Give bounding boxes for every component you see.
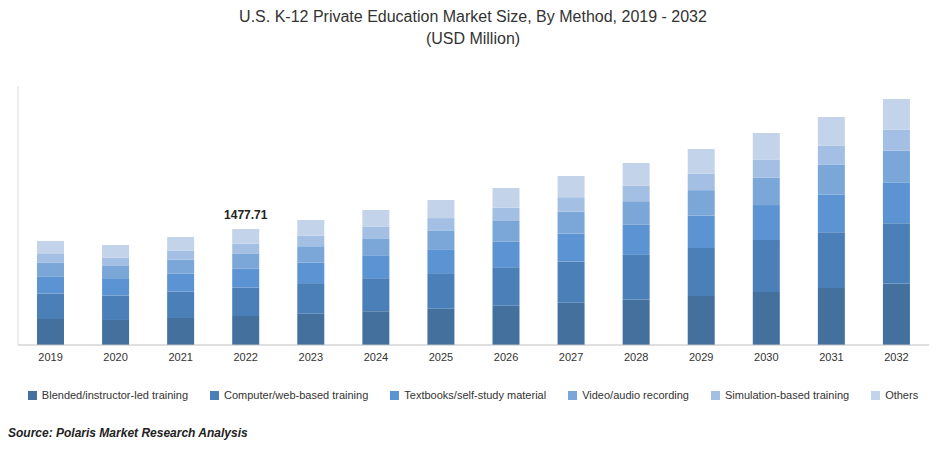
html-text:Blended/instructor-led trainin: Blended/instructor-led training xyxy=(41,389,188,401)
svg-text:2026: 2026 xyxy=(494,351,518,363)
svg-text:2032: 2032 xyxy=(884,351,908,363)
svg-text:2030: 2030 xyxy=(754,351,778,363)
html-text:Computer/web-based training: Computer/web-based training xyxy=(224,389,369,401)
svg-text:2025: 2025 xyxy=(429,351,453,363)
svg-text:2019: 2019 xyxy=(38,351,62,363)
html-text:Video/audio recording: Video/audio recording xyxy=(582,389,689,401)
html-text:Simulation-based training: Simulation-based training xyxy=(725,389,850,401)
html-text:Source: Polaris Market Researc: Source: Polaris Market Research Analysis xyxy=(8,426,248,440)
svg-text:2022: 2022 xyxy=(234,351,258,363)
svg-text:2021: 2021 xyxy=(168,351,192,363)
svg-text:2029: 2029 xyxy=(689,351,713,363)
html-text:Others: Others xyxy=(885,389,919,401)
svg-text:1477.71: 1477.71 xyxy=(224,208,268,222)
svg-text:2027: 2027 xyxy=(559,351,583,363)
html-text:U.S. K-12 Private Education Ma: U.S. K-12 Private Education Market Size,… xyxy=(239,8,707,25)
svg-text:2031: 2031 xyxy=(819,351,843,363)
svg-text:2024: 2024 xyxy=(364,351,388,363)
svg-text:2020: 2020 xyxy=(103,351,127,363)
html-text:Textbooks/self-study material: Textbooks/self-study material xyxy=(404,389,547,401)
svg-text:2028: 2028 xyxy=(624,351,648,363)
svg-text:2023: 2023 xyxy=(299,351,323,363)
html-text:(USD Million): (USD Million) xyxy=(425,30,521,47)
